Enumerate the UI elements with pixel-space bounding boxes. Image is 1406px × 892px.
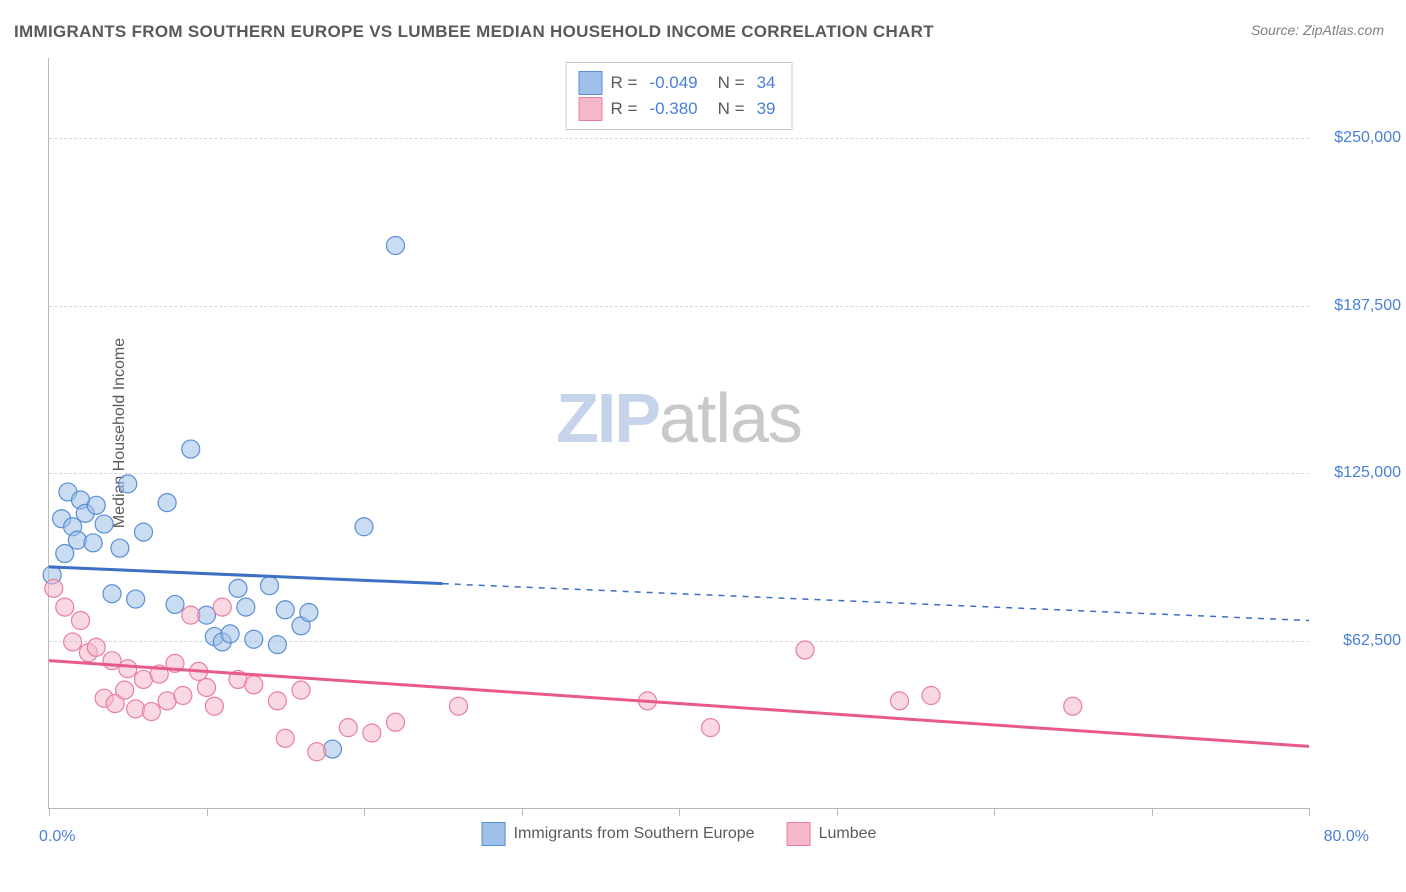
scatter-point [64, 633, 82, 651]
trend-line-solid [49, 661, 1309, 747]
scatter-point [174, 687, 192, 705]
scatter-point [261, 577, 279, 595]
scatter-point [103, 585, 121, 603]
scatter-point [276, 601, 294, 619]
x-axis-min-label: 0.0% [39, 828, 75, 846]
scatter-point [387, 713, 405, 731]
legend-row-series-2: R = -0.380 N = 39 [579, 97, 776, 121]
series-legend-item-1: Immigrants from Southern Europe [482, 822, 755, 846]
scatter-point [229, 579, 247, 597]
scatter-point [87, 496, 105, 514]
x-tick [522, 808, 523, 816]
legend-r-value-1: -0.049 [649, 73, 697, 93]
scatter-point [103, 652, 121, 670]
scatter-point [268, 692, 286, 710]
y-tick-label: $62,500 [1343, 632, 1401, 650]
scatter-point [891, 692, 909, 710]
scatter-point [324, 740, 342, 758]
series-name-1: Immigrants from Southern Europe [514, 825, 755, 843]
legend-swatch-bottom-2 [787, 822, 811, 846]
scatter-point [116, 681, 134, 699]
scatter-point [308, 743, 326, 761]
scatter-point [213, 598, 231, 616]
scatter-plot-svg [49, 58, 1309, 808]
plot-area: Median Household Income ZIPatlas $62,500… [48, 58, 1309, 809]
legend-swatch-bottom-1 [482, 822, 506, 846]
scatter-point [182, 440, 200, 458]
scatter-point [292, 681, 310, 699]
scatter-point [84, 534, 102, 552]
scatter-point [300, 603, 318, 621]
scatter-point [119, 660, 137, 678]
x-axis-max-label: 80.0% [1324, 828, 1369, 846]
scatter-point [922, 687, 940, 705]
chart-title: IMMIGRANTS FROM SOUTHERN EUROPE VS LUMBE… [14, 22, 934, 42]
series-legend: Immigrants from Southern Europe Lumbee [482, 822, 877, 846]
scatter-point [111, 539, 129, 557]
scatter-point [339, 719, 357, 737]
scatter-point [158, 494, 176, 512]
scatter-point [205, 697, 223, 715]
y-tick-label: $250,000 [1334, 129, 1401, 147]
scatter-point [45, 579, 63, 597]
scatter-point [95, 515, 113, 533]
y-tick-label: $187,500 [1334, 297, 1401, 315]
scatter-point [135, 523, 153, 541]
legend-row-series-1: R = -0.049 N = 34 [579, 71, 776, 95]
x-tick [1309, 808, 1310, 816]
scatter-point [268, 636, 286, 654]
x-tick [364, 808, 365, 816]
scatter-point [450, 697, 468, 715]
scatter-point [119, 475, 137, 493]
x-tick [1152, 808, 1153, 816]
legend-r-value-2: -0.380 [649, 99, 697, 119]
scatter-point [127, 590, 145, 608]
scatter-point [72, 612, 90, 630]
scatter-point [127, 700, 145, 718]
legend-n-label: N = [718, 73, 745, 93]
scatter-point [198, 678, 216, 696]
trend-line-dashed [443, 584, 1309, 621]
scatter-point [87, 638, 105, 656]
series-name-2: Lumbee [819, 825, 877, 843]
correlation-legend: R = -0.049 N = 34 R = -0.380 N = 39 [566, 62, 793, 130]
scatter-point [142, 703, 160, 721]
source-attribution: Source: ZipAtlas.com [1251, 22, 1384, 38]
legend-n-value-2: 39 [757, 99, 776, 119]
x-tick [994, 808, 995, 816]
scatter-point [221, 625, 239, 643]
scatter-point [796, 641, 814, 659]
y-tick-label: $125,000 [1334, 464, 1401, 482]
scatter-point [68, 531, 86, 549]
scatter-point [355, 518, 373, 536]
scatter-point [702, 719, 720, 737]
trend-line-solid [49, 567, 443, 584]
scatter-point [182, 606, 200, 624]
scatter-point [56, 598, 74, 616]
x-tick [679, 808, 680, 816]
legend-r-label: R = [611, 73, 638, 93]
scatter-point [276, 729, 294, 747]
legend-swatch-1 [579, 71, 603, 95]
scatter-point [245, 676, 263, 694]
x-tick [207, 808, 208, 816]
legend-n-label: N = [718, 99, 745, 119]
scatter-point [1064, 697, 1082, 715]
series-legend-item-2: Lumbee [787, 822, 877, 846]
scatter-point [166, 595, 184, 613]
legend-r-label: R = [611, 99, 638, 119]
legend-n-value-1: 34 [757, 73, 776, 93]
scatter-point [363, 724, 381, 742]
scatter-point [237, 598, 255, 616]
scatter-point [387, 237, 405, 255]
x-tick [49, 808, 50, 816]
legend-swatch-2 [579, 97, 603, 121]
x-tick [837, 808, 838, 816]
scatter-point [245, 630, 263, 648]
